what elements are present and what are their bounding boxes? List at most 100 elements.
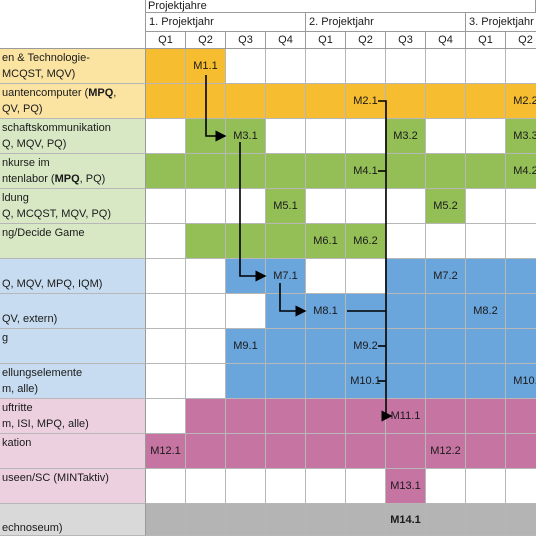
milestone-label: M12.2 — [430, 445, 461, 457]
timeline-cell — [426, 154, 466, 189]
timeline-cell — [506, 294, 536, 329]
milestone-label: M13.1 — [390, 480, 421, 492]
timeline-cell: M3.3 — [506, 119, 536, 154]
timeline-cell — [346, 294, 386, 329]
timeline-cell — [146, 84, 186, 119]
timeline-cell — [306, 504, 346, 536]
timeline-cell — [426, 399, 466, 434]
timeline-cell — [186, 84, 226, 119]
task-label-line: Q, MCQST, MQV, PQ) — [2, 208, 111, 220]
timeline-cell — [386, 224, 426, 259]
timeline-cell: M5.2 — [426, 189, 466, 224]
header-year: 3. Projektjahr — [466, 13, 536, 32]
milestone-label: M3.2 — [393, 130, 418, 142]
timeline-cell — [466, 119, 506, 154]
timeline-cell — [226, 399, 266, 434]
milestone-label: M12.1 — [150, 445, 181, 457]
task-label-line: Q, MQV, MPQ, IQM) — [2, 278, 103, 290]
timeline-cell: M10. — [506, 364, 536, 399]
timeline-cell — [346, 399, 386, 434]
timeline-cell — [386, 49, 426, 84]
task-label-line: ldung — [2, 192, 29, 204]
timeline-cell — [266, 364, 306, 399]
task-label-line: ellungselemente — [2, 367, 83, 379]
header-quarter: Q1 — [146, 32, 186, 49]
timeline-cell: M9.1 — [226, 329, 266, 364]
milestone-label: M8.1 — [313, 305, 338, 317]
task-label-line: useen/SC (MINTaktiv) — [2, 472, 109, 484]
task-label: schaftskommunikation Q, MQV, PQ) — [0, 119, 146, 154]
task-label-line: uftritte — [2, 402, 33, 414]
timeline-cell: M8.1 — [306, 294, 346, 329]
task-label-line: QV, extern) — [2, 313, 58, 325]
timeline-cell — [186, 399, 226, 434]
timeline-cell — [226, 224, 266, 259]
header-year: 2. Projektjahr — [306, 13, 466, 32]
timeline-cell — [266, 434, 306, 469]
timeline-cell — [146, 364, 186, 399]
task-label-line: en & Technologie- — [2, 52, 90, 64]
milestone-label: M4.1 — [353, 165, 378, 177]
task-label: en & Technologie- MCQST, MQV) — [0, 49, 146, 84]
timeline-cell: M12.1 — [146, 434, 186, 469]
timeline-cell — [146, 329, 186, 364]
timeline-cell: M5.1 — [266, 189, 306, 224]
timeline-cell — [146, 224, 186, 259]
timeline-cell — [426, 294, 466, 329]
task-label-line: g — [2, 332, 9, 344]
timeline-cell — [466, 189, 506, 224]
milestone-label: M7.1 — [273, 270, 298, 282]
timeline-cell — [306, 259, 346, 294]
timeline-cell: M3.2 — [386, 119, 426, 154]
task-label-line: kation — [2, 437, 32, 449]
task-label-line — [2, 504, 145, 520]
timeline-cell — [426, 49, 466, 84]
milestone-label: M14.1 — [390, 513, 421, 526]
timeline-cell — [306, 329, 346, 364]
timeline-cell — [466, 364, 506, 399]
timeline-cell: M12.2 — [426, 434, 466, 469]
task-label-line: Q, MQV, PQ) — [2, 138, 67, 150]
timeline-cell — [146, 49, 186, 84]
timeline-cell: M7.1 — [266, 259, 306, 294]
timeline-cell: M9.2 — [346, 329, 386, 364]
timeline-cell — [186, 329, 226, 364]
timeline-cell: M11.1 — [386, 399, 426, 434]
timeline-cell — [146, 154, 186, 189]
task-label-line: uantencomputer (MPQ, — [2, 87, 117, 99]
timeline-cell — [426, 119, 466, 154]
timeline-cell — [386, 84, 426, 119]
timeline-cell — [426, 224, 466, 259]
milestone-label: M9.2 — [353, 340, 378, 352]
milestone-label: M6.2 — [353, 235, 378, 247]
timeline-cell — [506, 329, 536, 364]
timeline-cell — [426, 84, 466, 119]
timeline-cell — [306, 49, 346, 84]
header-quarter: Q1 — [466, 32, 506, 49]
timeline-cell — [466, 504, 506, 536]
timeline-cell — [226, 469, 266, 504]
timeline-cell — [186, 189, 226, 224]
milestone-label: M3.1 — [233, 130, 258, 142]
timeline-cell — [506, 399, 536, 434]
timeline-cell — [506, 49, 536, 84]
timeline-cell — [346, 119, 386, 154]
timeline-cell — [266, 119, 306, 154]
timeline-cell — [386, 434, 426, 469]
task-label: nkurse im ntenlabor (MPQ, PQ) — [0, 154, 146, 189]
task-label-line: nkurse im — [2, 157, 50, 169]
milestone-label: M6.1 — [313, 235, 338, 247]
timeline-cell — [146, 189, 186, 224]
timeline-cell — [466, 434, 506, 469]
timeline-cell — [306, 119, 346, 154]
timeline-cell — [226, 154, 266, 189]
task-label-line: ntenlabor (MPQ, PQ) — [2, 173, 106, 185]
timeline-cell — [466, 469, 506, 504]
header-quarter: Q3 — [226, 32, 266, 49]
header-quarter: Q2 — [186, 32, 226, 49]
timeline-cell — [306, 399, 346, 434]
milestone-label: M11.1 — [390, 410, 421, 422]
timeline-cell — [226, 259, 266, 294]
milestone-label: M5.2 — [433, 200, 458, 212]
timeline-cell — [146, 294, 186, 329]
